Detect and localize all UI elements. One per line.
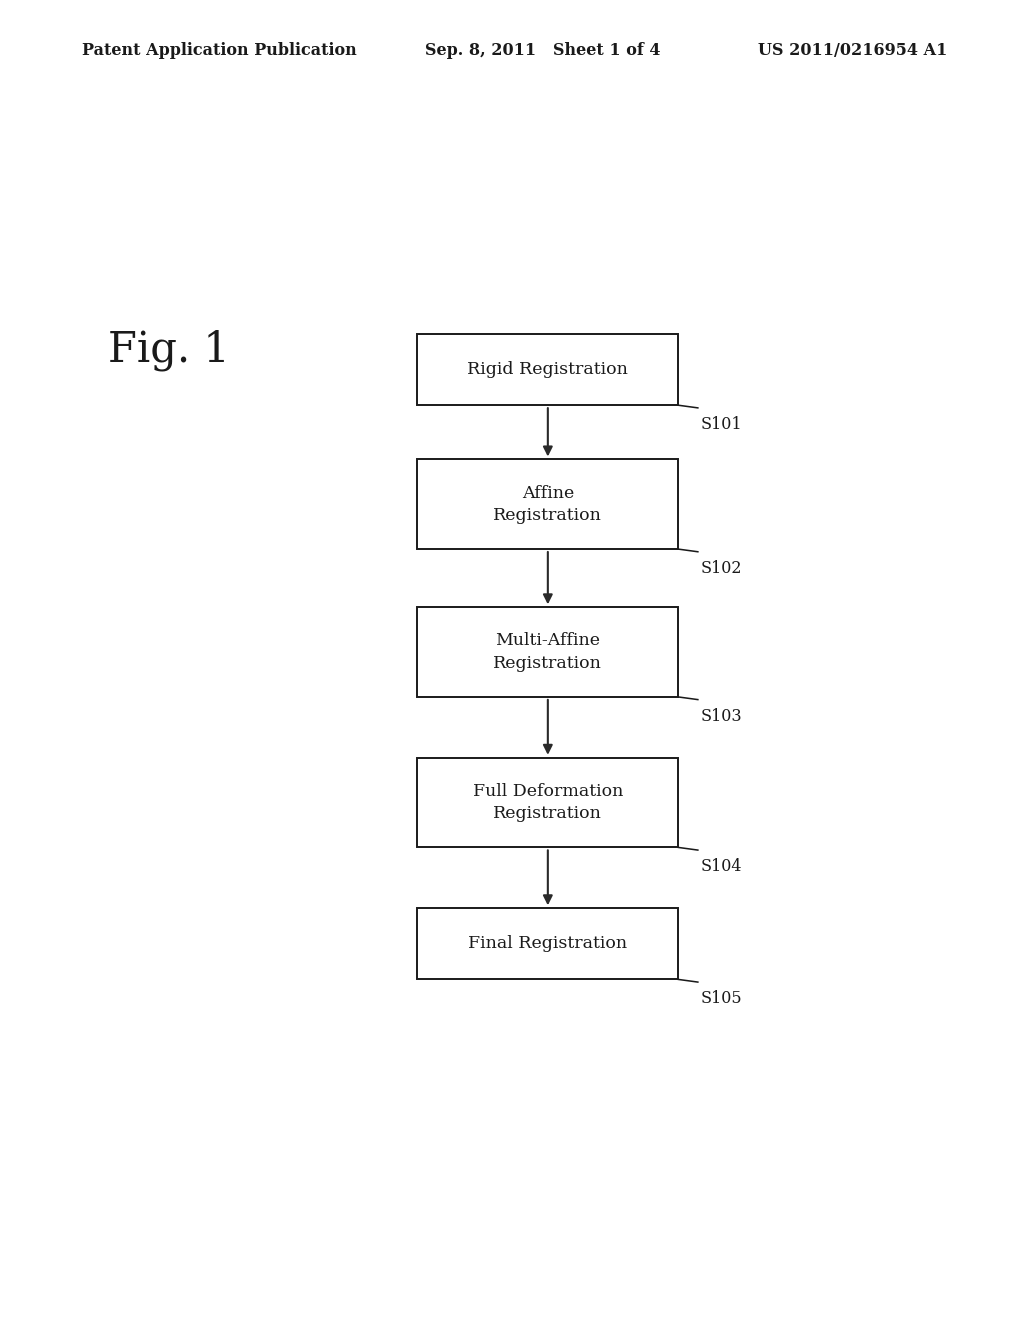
Text: Rigid Registration: Rigid Registration xyxy=(467,362,629,378)
FancyBboxPatch shape xyxy=(418,758,679,847)
FancyBboxPatch shape xyxy=(418,459,679,549)
Text: S105: S105 xyxy=(701,990,742,1007)
Text: Final Registration: Final Registration xyxy=(468,936,628,952)
Text: Fig. 1: Fig. 1 xyxy=(108,329,229,371)
Text: S103: S103 xyxy=(701,708,742,725)
Text: S101: S101 xyxy=(701,416,742,433)
FancyBboxPatch shape xyxy=(418,908,679,979)
Text: Affine
Registration: Affine Registration xyxy=(494,484,602,524)
FancyBboxPatch shape xyxy=(418,334,679,405)
Text: Patent Application Publication: Patent Application Publication xyxy=(82,42,356,58)
Text: Full Deformation
Registration: Full Deformation Registration xyxy=(473,783,623,822)
Text: US 2011/0216954 A1: US 2011/0216954 A1 xyxy=(758,42,947,58)
Text: S102: S102 xyxy=(701,560,742,577)
Text: S104: S104 xyxy=(701,858,742,875)
Text: Multi-Affine
Registration: Multi-Affine Registration xyxy=(494,632,602,672)
FancyBboxPatch shape xyxy=(418,607,679,697)
Text: Sep. 8, 2011   Sheet 1 of 4: Sep. 8, 2011 Sheet 1 of 4 xyxy=(425,42,660,58)
